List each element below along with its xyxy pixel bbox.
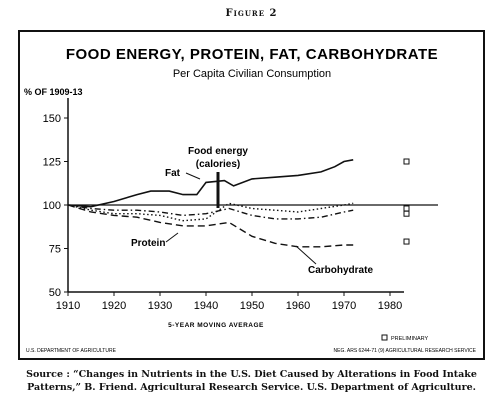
series-label-food-energy: Food energy bbox=[188, 146, 248, 157]
y-tick-label: 75 bbox=[49, 244, 61, 256]
series-line-food-energy-calories bbox=[67, 204, 354, 220]
footer-left: U.S. DEPARTMENT OF AGRICULTURE bbox=[26, 348, 117, 354]
figure-caption: Source : “Changes in Nutrients in the U.… bbox=[26, 369, 477, 393]
chart-title: FOOD ENERGY, PROTEIN, FAT, CARBOHYDRATE bbox=[66, 46, 438, 63]
x-tick-label: 1930 bbox=[148, 300, 172, 312]
preliminary-marker-protein bbox=[403, 210, 410, 217]
series-line-protein bbox=[67, 202, 354, 222]
x-tick-label: 1950 bbox=[240, 300, 264, 312]
preliminary-marker-fat bbox=[403, 158, 410, 165]
protein-leader bbox=[165, 232, 179, 243]
preliminary-marker-carbohydrate bbox=[403, 238, 410, 245]
x-tick-label: 1980 bbox=[378, 300, 402, 312]
series-label-carbohydrate: Carbohydrate bbox=[308, 265, 373, 276]
x-tick-label: 1960 bbox=[286, 300, 310, 312]
x-tick-label: 1940 bbox=[194, 300, 218, 312]
y-axis-label: % OF 1909-13 bbox=[24, 87, 83, 97]
footer-right: NEG. ARS 6244-71 (9) AGRICULTURAL RESEAR… bbox=[334, 348, 477, 354]
carbohydrate-leader bbox=[295, 245, 317, 265]
x-axis-label: 5-YEAR MOVING AVERAGE bbox=[168, 322, 264, 329]
chart-subtitle: Per Capita Civilian Consumption bbox=[173, 68, 331, 80]
series-label-food-energy-units: (calories) bbox=[196, 159, 240, 170]
y-tick-label: 50 bbox=[49, 287, 61, 299]
legend: PRELIMINARY bbox=[381, 334, 429, 342]
series-label-fat: Fat bbox=[165, 168, 181, 179]
series-label-protein: Protein bbox=[131, 238, 165, 249]
chart-frame: FOOD ENERGY, PROTEIN, FAT, CARBOHYDRATE … bbox=[18, 30, 485, 360]
preliminary-marker-food-energy-calories bbox=[403, 205, 410, 212]
series-line-carbohydrate bbox=[67, 204, 354, 248]
x-tick-label: 1920 bbox=[102, 300, 126, 312]
x-tick-label: 1910 bbox=[56, 300, 80, 312]
y-tick-label: 125 bbox=[43, 157, 61, 169]
y-tick-label: 150 bbox=[43, 113, 61, 125]
legend-preliminary-marker bbox=[381, 334, 388, 341]
legend-preliminary-label: PRELIMINARY bbox=[391, 336, 429, 342]
x-tick-label: 1970 bbox=[332, 300, 356, 312]
series-line-fat bbox=[67, 159, 354, 208]
line-chart: FOOD ENERGY, PROTEIN, FAT, CARBOHYDRATE … bbox=[24, 46, 477, 354]
figure-label: Figure 2 bbox=[225, 8, 278, 19]
y-tick-label: 100 bbox=[43, 200, 61, 212]
fat-leader bbox=[185, 172, 201, 180]
